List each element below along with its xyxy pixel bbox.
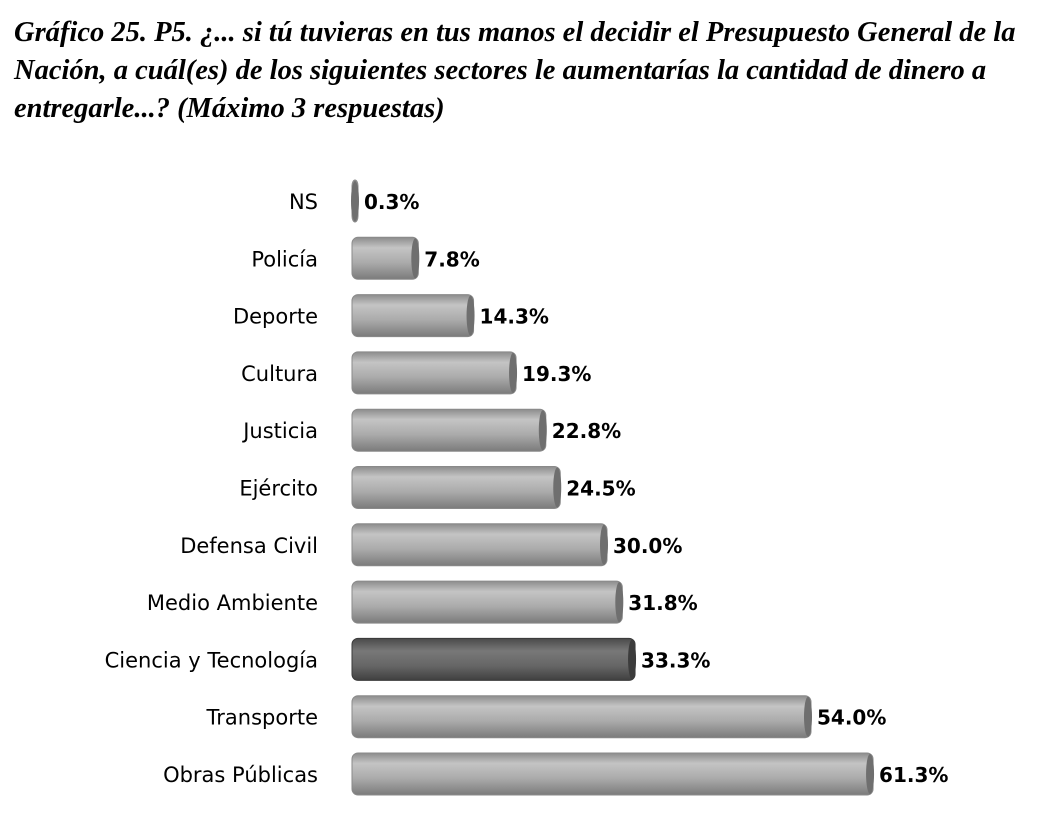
bar-end-cap [538, 410, 547, 451]
value-label: 19.3% [522, 362, 591, 386]
bar-end-cap [509, 352, 518, 393]
bar-row: Obras Públicas 61.3% [163, 752, 948, 796]
bar [351, 695, 812, 739]
value-label: 7.8% [424, 247, 479, 271]
bar [351, 351, 517, 395]
bar-row: NS 0.3% [289, 179, 419, 223]
bar [351, 523, 608, 567]
value-label: 22.8% [552, 419, 621, 443]
bar-row: Policía 7.8% [251, 236, 480, 280]
category-label: Cultura [241, 362, 318, 386]
value-label: 33.3% [641, 648, 710, 672]
category-label: Ejército [239, 477, 318, 501]
bar-row: Ejército 24.5% [239, 466, 636, 509]
bar-end-cap [411, 238, 420, 279]
value-label: 54.0% [817, 706, 886, 730]
bar [351, 752, 874, 796]
value-label: 24.5% [566, 477, 635, 501]
bar [351, 294, 475, 338]
bar-end-cap [615, 582, 624, 623]
bar-end-cap [600, 524, 608, 565]
category-label: Ciencia y Tecnología [105, 648, 318, 672]
value-label: 14.3% [480, 305, 549, 329]
category-label: NS [289, 190, 318, 214]
bar-row: Medio Ambiente 31.8% [147, 580, 698, 624]
bar-row: Ciencia y Tecnología 33.3% [105, 637, 710, 681]
bar [351, 236, 419, 280]
bar [351, 580, 623, 624]
category-label: Deporte [233, 305, 318, 329]
category-label: Obras Públicas [163, 763, 318, 787]
bar-row: Justicia 22.8% [241, 408, 621, 452]
bar-end-cap [351, 181, 359, 221]
value-label: 61.3% [879, 763, 948, 787]
value-label: 31.8% [628, 591, 697, 615]
bar-row: Transporte 54.0% [206, 695, 886, 739]
bar-end-cap [466, 295, 475, 336]
value-label: 0.3% [364, 190, 419, 214]
category-label: Justicia [241, 419, 318, 443]
bar-end-cap [553, 467, 562, 508]
bar-end-cap [804, 696, 812, 737]
bar-row: Deporte 14.3% [233, 294, 549, 338]
bar-row: Cultura 19.3% [241, 351, 591, 395]
category-label: Defensa Civil [180, 534, 318, 558]
category-label: Transporte [206, 706, 318, 730]
bar-row: Defensa Civil 30.0% [180, 523, 682, 567]
chart-title: Gráfico 25. P5. ¿... si tú tuvieras en t… [14, 17, 1016, 124]
value-label: 30.0% [613, 534, 682, 558]
bar-end-cap [866, 754, 875, 794]
bar [351, 466, 561, 509]
category-label: Policía [251, 247, 318, 271]
bar-end-cap [628, 639, 637, 680]
bar [351, 637, 636, 681]
category-label: Medio Ambiente [147, 591, 318, 615]
bar [351, 408, 547, 452]
